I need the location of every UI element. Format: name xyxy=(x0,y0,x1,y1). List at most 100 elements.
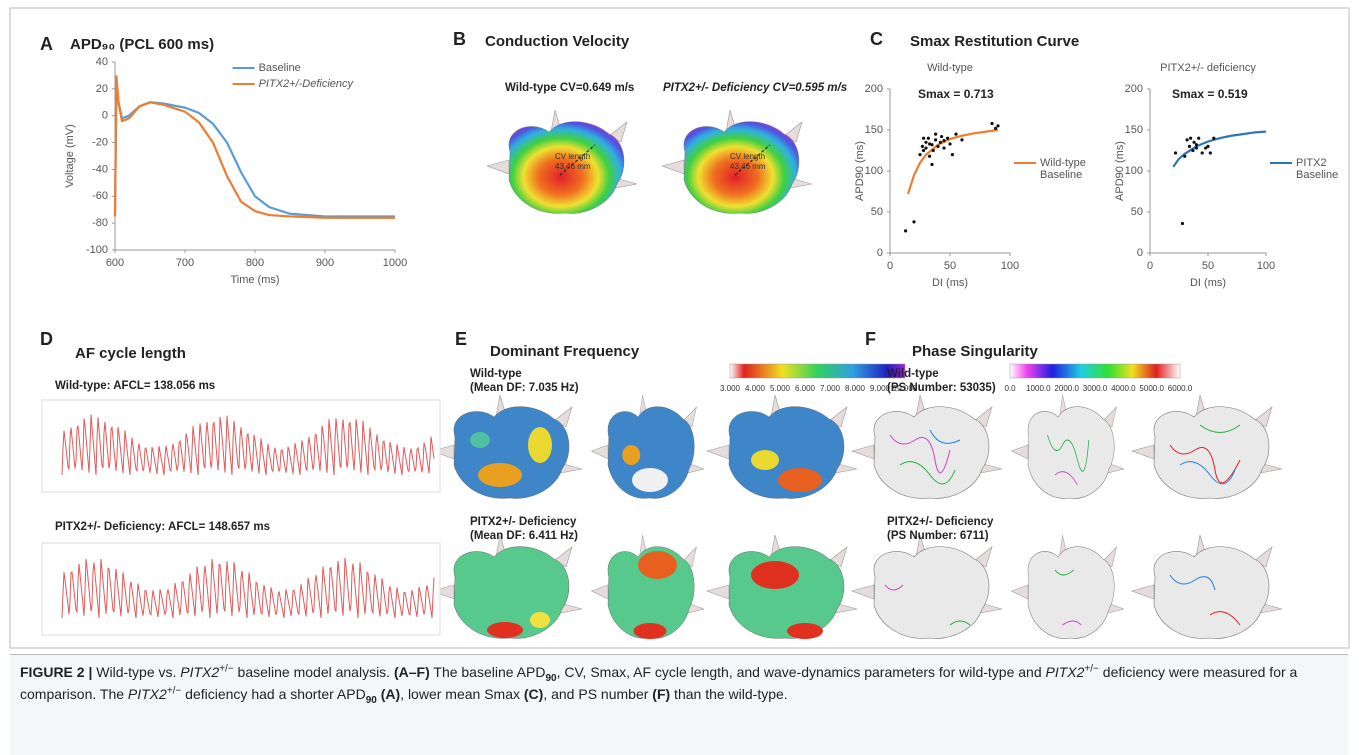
label: 9.000 xyxy=(870,384,891,393)
caption-text: +/− xyxy=(219,663,234,675)
point xyxy=(942,139,946,143)
y-tick-label: -40 xyxy=(92,163,108,175)
label: Phase Singularity xyxy=(912,343,1039,360)
point xyxy=(960,138,964,142)
y-tick-label: 150 xyxy=(865,124,883,136)
point xyxy=(1185,138,1189,142)
label: 5.000 xyxy=(770,384,791,393)
y-axis-label: APD90 (ms) xyxy=(1114,141,1126,201)
label: PITX2+/- Deficiency xyxy=(887,516,994,528)
caption-text: The baseline APD xyxy=(429,664,546,680)
label: C xyxy=(870,29,883,49)
series-line xyxy=(113,75,395,219)
label: PITX2+/- Deficiency xyxy=(470,516,577,528)
chart-title: Wild-type xyxy=(927,62,973,74)
y-tick-label: 20 xyxy=(96,83,108,95)
y-tick-label: 50 xyxy=(1131,206,1143,218)
point xyxy=(930,162,934,167)
label: 2000.0 xyxy=(1054,384,1079,393)
x-tick-label: 900 xyxy=(316,257,334,269)
caption-text: +/− xyxy=(1084,663,1099,675)
label: 43.46 mm xyxy=(730,162,766,171)
frame xyxy=(9,7,1350,649)
y-tick-label: 0 xyxy=(877,247,883,259)
point xyxy=(950,153,955,157)
legend-label: Baseline xyxy=(259,62,301,74)
label: 7.000 xyxy=(820,384,841,393)
point xyxy=(936,144,940,148)
caption-text: than the wild-type. xyxy=(670,686,788,702)
x-tick-label: 50 xyxy=(1202,260,1214,272)
cv-map-left xyxy=(486,109,638,214)
label: PITX2+/- Deficiency: AFCL= 148.657 ms xyxy=(55,521,270,533)
point xyxy=(924,146,928,150)
point xyxy=(920,144,925,148)
y-tick-label: 200 xyxy=(865,83,883,95)
af-trace xyxy=(61,557,435,619)
ps-colorbar xyxy=(1009,363,1181,379)
point xyxy=(1192,140,1196,144)
point xyxy=(938,140,943,144)
caption-text: PITX2 xyxy=(180,664,220,680)
legend-label: Wild-type Baseline xyxy=(1040,157,1086,181)
series-line xyxy=(1172,130,1267,168)
x-tick-label: 0 xyxy=(1147,260,1153,272)
legend-label: PITX2 Baseline xyxy=(1296,157,1338,181)
y-tick-label: -20 xyxy=(92,136,108,148)
af-trace xyxy=(61,414,435,476)
point xyxy=(918,153,922,157)
point xyxy=(994,126,998,130)
label: 4000.0 xyxy=(1111,384,1136,393)
point xyxy=(1180,221,1185,226)
label: PITX2+/- Deficiency CV=0.595 m/s xyxy=(663,82,847,94)
caption: FIGURE 2 | Wild-type vs. PITX2+/− baseli… xyxy=(10,654,1348,755)
label: (PS Number: 53035) xyxy=(887,382,996,394)
y-axis-label: APD90 (ms) xyxy=(854,141,866,201)
label: 4.000 xyxy=(745,384,766,393)
x-axis-label: DI (ms) xyxy=(1190,277,1226,289)
figure: A B Conduction Velocity Wild-type CV=0.649 … xyxy=(9,7,1350,649)
point xyxy=(990,121,994,126)
caption-text: (A–F) xyxy=(393,664,430,680)
ps-maps xyxy=(851,394,1283,639)
x-axis-label: Time (ms) xyxy=(230,274,279,286)
annotation: Smax = 0.519 xyxy=(1172,87,1248,101)
x-tick-label: 600 xyxy=(106,257,124,269)
caption-text: +/− xyxy=(166,685,182,697)
point xyxy=(926,136,931,140)
chart-title: APD₉₀ (PCL 600 ms) xyxy=(70,36,214,53)
df-colorbar xyxy=(729,363,906,379)
x-tick-label: 50 xyxy=(944,260,956,272)
label: 10.000 xyxy=(893,384,918,393)
point xyxy=(1189,136,1193,140)
label: (Mean DF: 6.411 Hz) xyxy=(470,530,578,542)
label: Conduction Velocity xyxy=(485,33,630,50)
point xyxy=(942,146,946,150)
point xyxy=(1197,136,1201,140)
label: (PS Number: 6711) xyxy=(887,530,989,542)
point xyxy=(940,134,944,139)
caption-text: FIGURE 2 | xyxy=(20,664,97,680)
label: 6000.0 xyxy=(1168,384,1193,393)
y-tick-label: 0 xyxy=(102,110,108,122)
df-maps xyxy=(431,394,858,639)
point xyxy=(912,220,916,224)
label: B xyxy=(453,29,466,49)
point xyxy=(904,229,908,233)
x-tick-label: 1000 xyxy=(383,257,407,269)
caption-text: , and PS number xyxy=(543,686,653,702)
cv-map-right xyxy=(661,109,813,214)
x-tick-label: 100 xyxy=(1001,260,1019,272)
point xyxy=(996,124,1000,128)
label: 5000.0 xyxy=(1139,384,1164,393)
point xyxy=(1183,154,1187,158)
label: D xyxy=(40,329,53,349)
caption-text: , lower mean Smax xyxy=(400,686,524,702)
y-tick-label: 0 xyxy=(1137,247,1143,259)
label: 8.000 xyxy=(845,384,866,393)
point xyxy=(934,132,938,136)
caption-text: (A) xyxy=(376,686,401,702)
y-axis-label: Voltage (mV) xyxy=(64,124,76,188)
point xyxy=(946,136,950,140)
point xyxy=(1191,148,1195,153)
